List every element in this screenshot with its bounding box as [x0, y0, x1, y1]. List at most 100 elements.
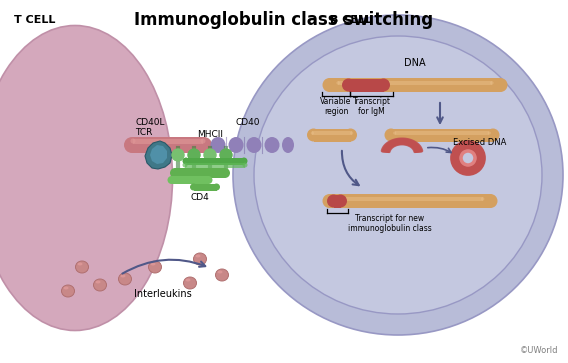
Ellipse shape	[187, 148, 201, 162]
Ellipse shape	[172, 148, 185, 162]
Ellipse shape	[350, 131, 353, 135]
Ellipse shape	[494, 78, 507, 92]
Text: Variable
region: Variable region	[320, 97, 352, 117]
Ellipse shape	[203, 148, 216, 162]
Text: TCR: TCR	[135, 128, 153, 137]
Text: Interleukins: Interleukins	[134, 289, 192, 299]
Ellipse shape	[323, 78, 336, 92]
Ellipse shape	[490, 81, 494, 85]
Ellipse shape	[218, 270, 223, 273]
Ellipse shape	[61, 285, 74, 297]
Ellipse shape	[342, 78, 355, 91]
Ellipse shape	[148, 261, 161, 273]
Bar	[333, 195, 340, 208]
Bar	[172, 176, 208, 184]
Ellipse shape	[77, 262, 82, 265]
Ellipse shape	[487, 129, 499, 142]
Text: T CELL: T CELL	[14, 15, 55, 25]
Ellipse shape	[211, 137, 225, 153]
Ellipse shape	[282, 137, 294, 153]
Bar	[337, 197, 483, 201]
Ellipse shape	[119, 273, 132, 285]
Ellipse shape	[0, 25, 173, 330]
Ellipse shape	[487, 131, 491, 135]
Ellipse shape	[190, 184, 197, 191]
Ellipse shape	[213, 184, 220, 191]
Ellipse shape	[187, 148, 201, 162]
Ellipse shape	[336, 197, 339, 201]
Ellipse shape	[228, 137, 244, 153]
Ellipse shape	[215, 269, 228, 281]
Bar	[395, 131, 489, 135]
Bar	[132, 137, 204, 153]
Ellipse shape	[203, 148, 216, 162]
Text: Excised DNA: Excised DNA	[453, 138, 507, 147]
Ellipse shape	[195, 254, 201, 257]
Bar	[194, 184, 216, 191]
Ellipse shape	[172, 148, 185, 162]
Polygon shape	[150, 145, 167, 164]
Ellipse shape	[151, 262, 156, 265]
Bar	[391, 129, 493, 142]
Ellipse shape	[124, 137, 140, 153]
Ellipse shape	[377, 78, 390, 91]
Bar	[133, 139, 203, 143]
Bar	[349, 78, 383, 91]
Ellipse shape	[94, 279, 107, 291]
Text: ©UWorld: ©UWorld	[520, 346, 558, 355]
Ellipse shape	[323, 194, 336, 208]
Bar	[329, 78, 500, 92]
Text: Transcript for new
immunoglobulin class: Transcript for new immunoglobulin class	[348, 214, 432, 233]
Ellipse shape	[183, 277, 197, 289]
Ellipse shape	[168, 176, 176, 184]
Ellipse shape	[327, 195, 340, 208]
Ellipse shape	[265, 137, 279, 153]
Ellipse shape	[483, 194, 498, 208]
Ellipse shape	[95, 281, 101, 284]
Ellipse shape	[182, 163, 187, 167]
Text: CD4: CD4	[191, 193, 210, 202]
Ellipse shape	[120, 274, 126, 277]
Ellipse shape	[233, 15, 563, 335]
Ellipse shape	[76, 261, 89, 273]
Ellipse shape	[170, 168, 180, 178]
Ellipse shape	[182, 158, 190, 164]
Polygon shape	[145, 141, 172, 169]
Ellipse shape	[131, 139, 136, 143]
Text: B CELL: B CELL	[330, 15, 372, 25]
Ellipse shape	[334, 195, 347, 208]
Bar	[338, 81, 492, 85]
Bar	[312, 131, 352, 135]
Ellipse shape	[393, 131, 396, 135]
Ellipse shape	[204, 176, 212, 184]
Ellipse shape	[307, 129, 320, 142]
Ellipse shape	[64, 286, 69, 290]
Text: CD40: CD40	[236, 118, 260, 127]
Ellipse shape	[194, 253, 207, 265]
Text: DNA: DNA	[404, 58, 426, 68]
Text: MHCII: MHCII	[197, 130, 223, 139]
Bar	[185, 163, 245, 167]
Ellipse shape	[219, 148, 232, 162]
Ellipse shape	[344, 129, 357, 142]
Ellipse shape	[201, 139, 206, 143]
Bar	[314, 129, 350, 142]
Ellipse shape	[385, 129, 398, 142]
Ellipse shape	[186, 278, 190, 281]
Ellipse shape	[219, 148, 232, 162]
Ellipse shape	[240, 158, 248, 164]
Bar	[186, 158, 244, 164]
Text: Immunoglobulin class switching: Immunoglobulin class switching	[135, 11, 433, 29]
Bar	[175, 168, 225, 178]
Ellipse shape	[196, 137, 212, 153]
Ellipse shape	[311, 131, 314, 135]
Ellipse shape	[254, 36, 542, 314]
Ellipse shape	[220, 168, 230, 178]
Ellipse shape	[247, 137, 261, 153]
Text: CD40L: CD40L	[135, 118, 165, 127]
Ellipse shape	[243, 163, 248, 167]
Text: Transcript
for IgM: Transcript for IgM	[353, 97, 391, 117]
Ellipse shape	[336, 81, 340, 85]
Bar	[329, 194, 491, 208]
Ellipse shape	[481, 197, 485, 201]
